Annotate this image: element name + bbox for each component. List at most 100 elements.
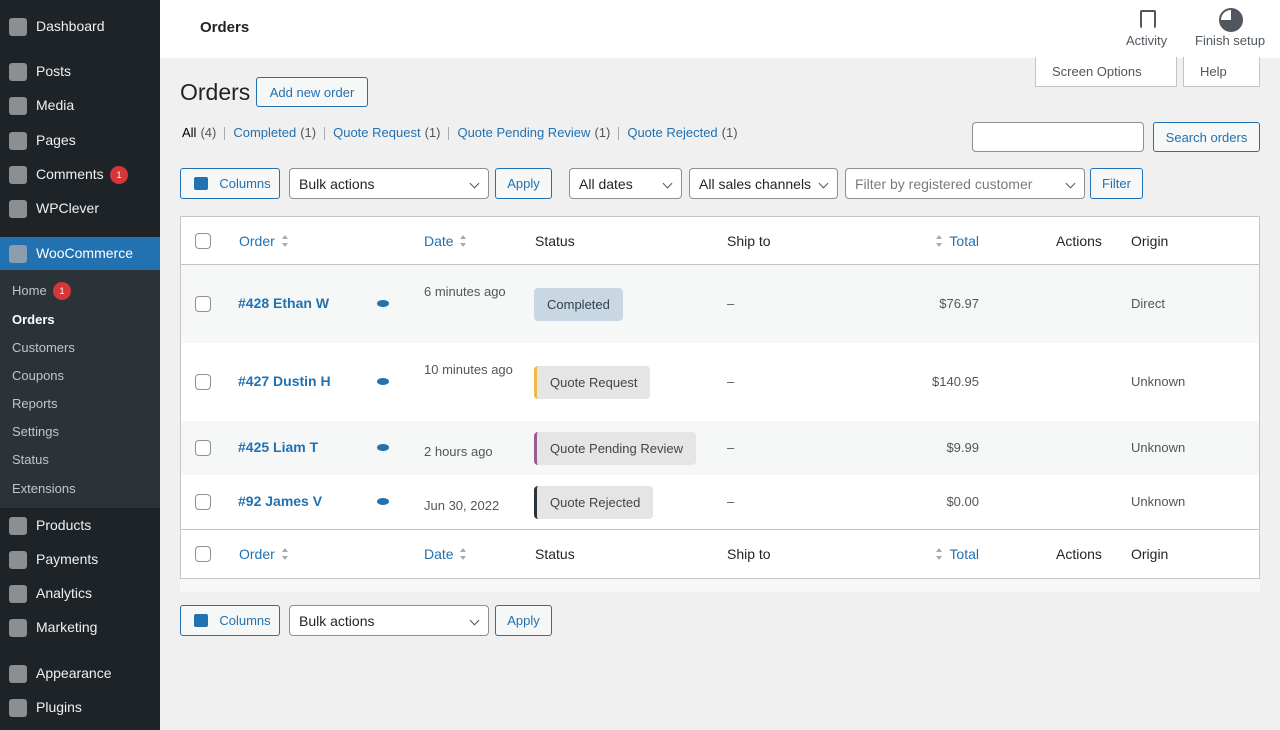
menu-item[interactable]: Dashboard — [36, 18, 105, 34]
screen-options[interactable]: Screen Options — [1035, 57, 1177, 87]
column-header: Origin — [1131, 546, 1169, 562]
view-count: (4) — [200, 125, 217, 140]
bulk-actions[interactable]: Bulk actions — [289, 168, 489, 199]
column-header[interactable]: Date — [424, 233, 454, 249]
menu-item[interactable]: Appearance — [36, 665, 112, 681]
sort-icon — [282, 548, 289, 560]
ship-to: – — [727, 374, 735, 389]
view-filter[interactable]: Completed — [233, 125, 297, 140]
header-checkbox[interactable] — [195, 546, 211, 562]
menu-icon — [9, 517, 27, 535]
row-checkbox[interactable] — [195, 440, 211, 456]
order-link[interactable]: #428 Ethan W — [238, 295, 330, 311]
channels-select[interactable]: All sales channels — [689, 168, 838, 199]
menu-item[interactable]: Comments — [36, 166, 104, 182]
add-new-order[interactable]: Add new order — [256, 77, 368, 107]
menu-item[interactable]: Payments — [36, 551, 99, 567]
menu-item[interactable]: WPClever — [36, 200, 100, 216]
submenu-item[interactable]: Status — [12, 452, 49, 467]
columns-button[interactable]: Columns — [180, 605, 280, 636]
preview-icon[interactable] — [377, 444, 389, 451]
order-link[interactable]: #427 Dustin H — [238, 373, 331, 389]
menu-icon — [9, 619, 27, 637]
row-checkbox[interactable] — [195, 494, 211, 510]
column-header: Actions — [1056, 546, 1102, 562]
view-filter[interactable]: All — [182, 125, 197, 140]
column-header[interactable]: Total — [949, 546, 979, 562]
submenu-item[interactable]: Reports — [12, 396, 58, 411]
menu-item[interactable]: Plugins — [36, 699, 82, 715]
menu-icon — [9, 18, 27, 36]
ship-to: – — [727, 440, 735, 455]
preview-icon[interactable] — [377, 498, 389, 505]
topbar-title: Orders — [200, 19, 250, 36]
column-header[interactable]: Total — [949, 233, 979, 249]
view-filter[interactable]: Quote Request — [333, 125, 421, 140]
menu-item[interactable]: Media — [36, 97, 75, 113]
columns-icon — [194, 614, 208, 627]
order-link[interactable]: #92 James V — [238, 493, 323, 509]
order-origin: Direct — [1131, 296, 1165, 311]
column-header[interactable]: Date — [424, 546, 454, 562]
activity-link[interactable]: Activity — [1126, 33, 1168, 48]
help[interactable]: Help — [1183, 57, 1260, 87]
submenu-item[interactable]: Settings — [12, 424, 59, 439]
table-row — [181, 475, 1259, 529]
preview-icon[interactable] — [377, 300, 389, 307]
topbar — [160, 0, 1280, 58]
menu-icon — [9, 63, 27, 81]
separator — [448, 127, 450, 140]
row-checkbox[interactable] — [195, 296, 211, 312]
view-filter[interactable]: Quote Rejected — [627, 125, 718, 140]
status-badge: Completed — [534, 288, 623, 321]
filter-button[interactable]: Filter — [1090, 168, 1143, 199]
menu-item[interactable]: Pages — [36, 132, 76, 148]
page-title: Orders — [180, 79, 251, 105]
table-bottom-gap — [180, 579, 1260, 592]
search-button[interactable]: Search orders — [1153, 122, 1260, 152]
sort-icon — [936, 235, 943, 247]
submenu-item[interactable]: Extensions — [12, 481, 76, 496]
views: All (4) Completed (1) Quote Request (1) Quote … — [182, 125, 746, 140]
preview-icon[interactable] — [377, 378, 389, 385]
sort-icon — [936, 548, 943, 560]
sort-icon — [282, 235, 289, 247]
table-row — [181, 421, 1259, 475]
menu-item[interactable]: Marketing — [36, 619, 98, 635]
view-count: (1) — [721, 125, 738, 140]
setup-icon — [1219, 8, 1243, 32]
submenu-item[interactable]: Customers — [12, 340, 75, 355]
apply-button[interactable]: Apply — [495, 605, 552, 636]
order-date: 6 minutes ago — [424, 284, 506, 299]
order-link[interactable]: #425 Liam T — [238, 439, 319, 455]
header-checkbox[interactable] — [195, 233, 211, 249]
bulk-actions[interactable]: Bulk actions — [289, 605, 489, 636]
order-total: $140.95 — [932, 374, 979, 389]
status-badge: Quote Rejected — [534, 486, 654, 519]
columns-button[interactable]: Columns — [180, 168, 280, 199]
dates-select[interactable]: All dates — [569, 168, 682, 199]
badge: 1 — [110, 166, 128, 184]
view-filter[interactable]: Quote Pending Review — [457, 125, 591, 140]
menu-icon — [9, 699, 27, 717]
ship-to: – — [727, 494, 735, 509]
customer-select[interactable]: Filter by registered customer — [845, 168, 1085, 199]
apply-button[interactable]: Apply — [495, 168, 552, 199]
footer-border — [180, 529, 1260, 530]
column-header[interactable]: Order — [239, 546, 275, 562]
finish-setup-link[interactable]: Finish setup — [1195, 33, 1266, 48]
submenu-item[interactable]: Home — [12, 283, 47, 298]
menu-item[interactable]: WooCommerce — [36, 245, 133, 261]
menu-item[interactable]: Analytics — [36, 585, 93, 601]
separator — [224, 127, 226, 140]
menu-item[interactable]: Products — [36, 517, 92, 533]
search-input[interactable] — [972, 122, 1144, 152]
menu-icon — [9, 245, 27, 263]
submenu-item[interactable]: Orders — [12, 312, 55, 327]
activity-icon — [1140, 10, 1156, 28]
menu-item[interactable]: Posts — [36, 63, 72, 79]
row-checkbox[interactable] — [195, 374, 211, 390]
column-header[interactable]: Order — [239, 233, 275, 249]
submenu-item[interactable]: Coupons — [12, 368, 65, 383]
